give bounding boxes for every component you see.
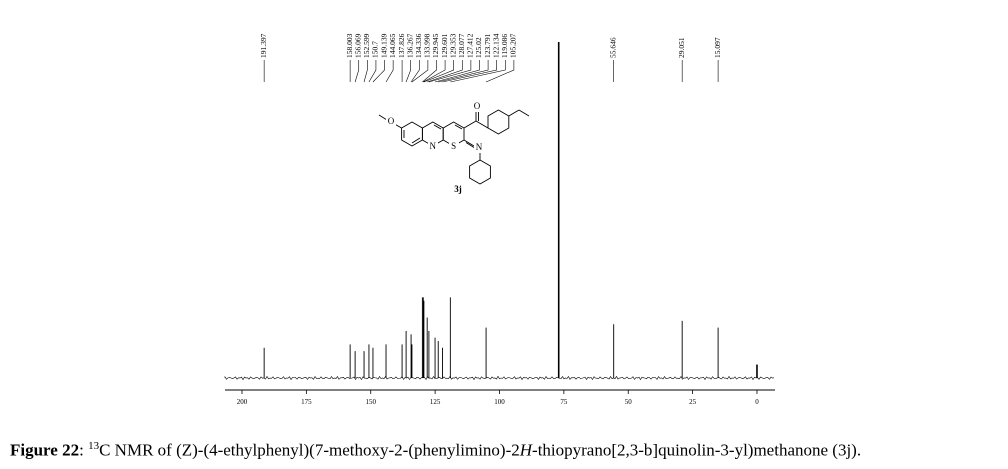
atom-label: N bbox=[476, 142, 483, 152]
ring bbox=[487, 109, 510, 135]
atom-bg bbox=[474, 143, 484, 153]
bond bbox=[518, 109, 530, 117]
label-leader bbox=[450, 60, 506, 83]
peak-label: 150.7 bbox=[371, 41, 380, 58]
chart: O O N S N 3j 200 175 150 125 100 75 50 25 0 191.3… bbox=[224, 33, 775, 406]
peak-label: 29.051 bbox=[677, 37, 686, 58]
atom-label: N bbox=[430, 141, 437, 151]
label-leader bbox=[372, 60, 385, 83]
label-leader bbox=[385, 60, 394, 83]
peak-label: 55.646 bbox=[608, 37, 617, 58]
peak-label: 127.412 bbox=[466, 33, 475, 58]
x-tick-label: 75 bbox=[560, 398, 568, 406]
label-leader bbox=[434, 60, 480, 83]
peak-label: 152.599 bbox=[362, 33, 371, 58]
peak-label: 133.998 bbox=[423, 33, 432, 58]
caption-text: 13 bbox=[88, 440, 100, 452]
bond bbox=[463, 120, 477, 129]
peak-label: 137.826 bbox=[397, 33, 406, 58]
x-tick-label: 0 bbox=[755, 398, 759, 406]
atom-bg bbox=[428, 142, 438, 151]
bond bbox=[465, 142, 475, 148]
x-tick-label: 100 bbox=[494, 398, 505, 406]
label-leader bbox=[410, 60, 420, 83]
peak-label: 129.945 bbox=[431, 33, 440, 58]
label-leader bbox=[423, 60, 454, 83]
peak-label: 158.003 bbox=[345, 33, 354, 58]
bond bbox=[433, 124, 442, 130]
bond bbox=[475, 120, 489, 129]
x-tick-label: 125 bbox=[430, 398, 441, 406]
peak-label: 15.097 bbox=[713, 37, 722, 58]
compound-label: 3j bbox=[454, 184, 462, 194]
peak-label: 129.601 bbox=[440, 33, 449, 58]
label-leader bbox=[442, 60, 497, 83]
x-tick-label: 50 bbox=[625, 398, 633, 406]
x-tick-label: 25 bbox=[689, 398, 697, 406]
label-leader bbox=[368, 60, 377, 83]
bond bbox=[411, 137, 421, 144]
peak-label: 128.077 bbox=[457, 33, 466, 58]
label-leader bbox=[438, 60, 489, 83]
bond bbox=[463, 139, 475, 147]
x-tick-label: 150 bbox=[365, 398, 376, 406]
label-leader bbox=[423, 60, 446, 83]
label-leader bbox=[428, 60, 472, 83]
bond bbox=[378, 114, 388, 121]
peak-label: 129.353 bbox=[448, 33, 457, 58]
caption-text: C NMR of (Z)-(4-ethylphenyl)(7-methoxy-2… bbox=[99, 440, 520, 460]
figure-label: Figure 22 bbox=[10, 440, 80, 460]
peak-label: 191.397 bbox=[259, 33, 268, 58]
baseline-noise bbox=[224, 375, 775, 381]
label-leader bbox=[411, 60, 429, 83]
atom-bg bbox=[449, 142, 459, 151]
peak-label: 156.069 bbox=[353, 33, 362, 58]
peak-label: 149.139 bbox=[379, 33, 388, 58]
peak-label: 136.267 bbox=[405, 33, 414, 58]
x-tick-label: 175 bbox=[301, 398, 312, 406]
ring bbox=[401, 121, 423, 147]
label-leader bbox=[485, 60, 515, 83]
peak-label: 122.134 bbox=[491, 33, 500, 58]
atom-label: O bbox=[388, 116, 395, 126]
peak-label: 144.065 bbox=[388, 33, 397, 58]
peak-label: 123.791 bbox=[483, 33, 492, 58]
atom-label: O bbox=[474, 101, 481, 111]
peak-label: 105.207 bbox=[509, 33, 518, 58]
label-leader bbox=[405, 60, 411, 83]
label-leader bbox=[363, 60, 368, 83]
bond bbox=[454, 124, 463, 130]
caption-text: -thiopyrano[2,3-b]quinolin-3-yl)methanon… bbox=[532, 440, 862, 460]
caption-text: : bbox=[79, 440, 89, 460]
peak-label: 119.086 bbox=[500, 34, 509, 58]
bond bbox=[508, 109, 520, 117]
atom-label: S bbox=[451, 141, 456, 151]
ring bbox=[469, 159, 491, 185]
peak-label: 125.02 bbox=[474, 37, 483, 58]
label-leader bbox=[354, 60, 360, 83]
label-leader bbox=[422, 60, 437, 83]
caption-text: H bbox=[519, 440, 533, 460]
structure: O O N S N 3j bbox=[378, 101, 530, 194]
peak-label: 134.336 bbox=[414, 33, 423, 58]
atom-bg bbox=[386, 117, 396, 127]
caption: Figure 22: 13C NMR of (Z)-(4-ethylphenyl… bbox=[10, 440, 861, 461]
label-leader bbox=[427, 60, 463, 83]
x-tick-label: 200 bbox=[237, 398, 248, 406]
